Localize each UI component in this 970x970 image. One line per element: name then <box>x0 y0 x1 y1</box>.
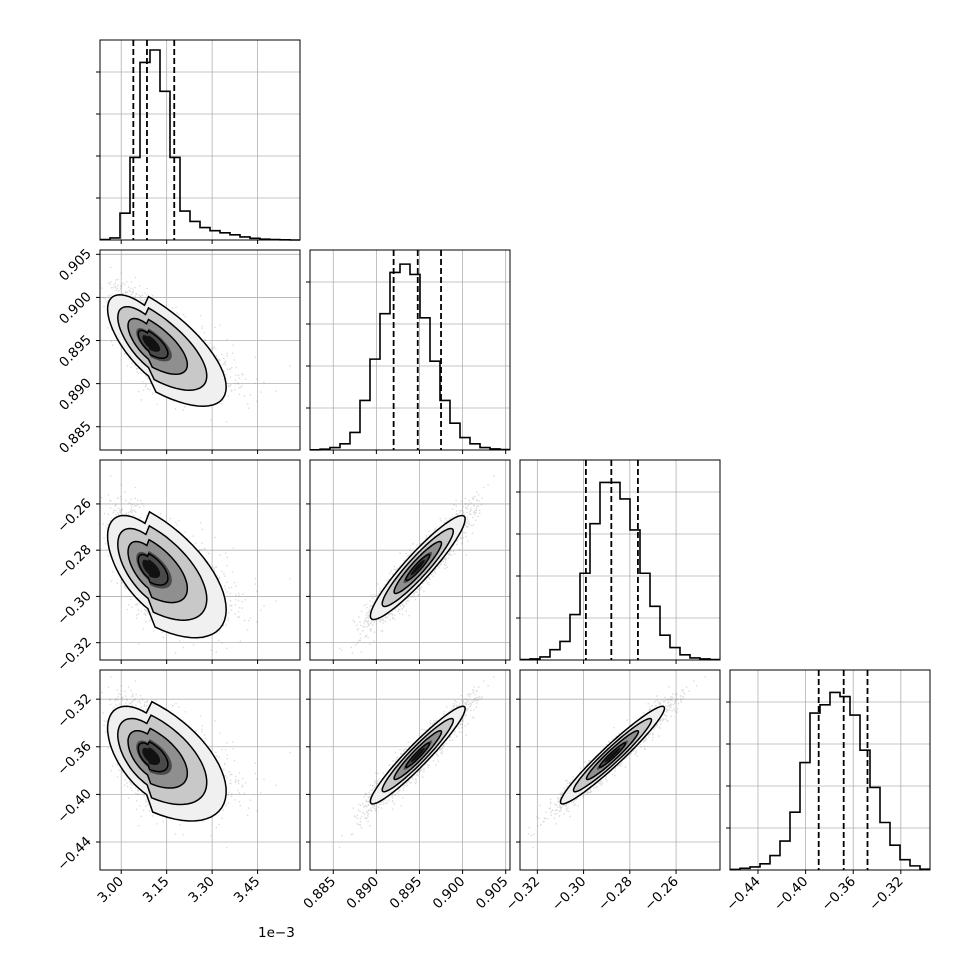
hist-panel-2 <box>306 249 511 454</box>
xtick-label-1-2: 3.15 <box>140 874 173 907</box>
panel-4-2-plot <box>338 676 495 849</box>
panel-2-1-frame <box>99 249 301 451</box>
hist-panel-1 <box>96 39 301 244</box>
ytick-label-4-4: −0.32 <box>54 691 95 732</box>
panel-3-2-frame <box>309 459 511 661</box>
xtick-label-4-2: −0.40 <box>771 874 812 915</box>
contour-2-1-2 <box>127 317 189 375</box>
hist-1-frame <box>99 39 301 241</box>
contour-4-1-3 <box>117 714 208 806</box>
ytick-label-2-1: 0.885 <box>56 418 95 457</box>
panel-3-2 <box>306 459 511 664</box>
ytick-label-4-1: −0.44 <box>54 834 95 875</box>
contour-4-1-1 <box>137 740 169 773</box>
panel-3-2-plot <box>338 475 495 654</box>
xtick-label-2-1: 0.885 <box>300 874 339 913</box>
contour-2-1-1 <box>137 329 169 359</box>
xtick-label-1-3: 3.30 <box>185 874 218 907</box>
panel-4-3-frame <box>519 669 721 871</box>
contour-3-1-2 <box>127 538 189 604</box>
hist-panel-4 <box>726 669 931 874</box>
density-4-2-4 <box>410 747 425 763</box>
contour-3-2-4 <box>369 514 466 621</box>
ytick-label-3-4: −0.26 <box>54 495 95 536</box>
ytick-label-2-2: 0.890 <box>56 375 95 414</box>
panel-3-1-frame <box>99 459 301 661</box>
ytick-label-3-2: −0.30 <box>54 588 95 629</box>
xtick-label-4-1: −0.44 <box>723 874 764 915</box>
panel-2-1-plot <box>100 266 291 423</box>
contour-4-1-2 <box>127 727 189 789</box>
hist-step-4 <box>730 691 930 871</box>
contour-3-2-1 <box>405 553 431 582</box>
panel-4-3-plot <box>527 676 706 849</box>
xtick-label-2-3: 0.895 <box>387 874 426 913</box>
contour-3-1-3 <box>117 524 208 621</box>
x-offset-label: 1e−3 <box>258 925 295 941</box>
contour-3-2-3 <box>381 527 455 608</box>
ytick-label-2-4: 0.900 <box>56 289 95 328</box>
xtick-label-3-2: −0.30 <box>549 874 590 915</box>
panel-4-3 <box>516 669 721 874</box>
panel-2-1 <box>96 249 301 454</box>
contour-4-3-2 <box>585 729 640 781</box>
density-4-3-4 <box>604 747 621 763</box>
xtick-label-4-4: −0.32 <box>866 874 907 915</box>
contour-4-2-1 <box>405 742 431 769</box>
hist-step-1 <box>100 49 300 241</box>
ytick-label-3-3: −0.28 <box>54 542 95 583</box>
xtick-label-1-4: 3.45 <box>231 874 264 907</box>
xtick-label-3-4: −0.26 <box>641 874 682 915</box>
xtick-label-2-2: 0.890 <box>344 874 383 913</box>
contour-4-3-1 <box>598 742 627 769</box>
contour-3-1-1 <box>137 552 169 586</box>
ytick-label-2-3: 0.895 <box>56 332 95 371</box>
panel-4-2-frame <box>309 669 511 871</box>
panel-4-1 <box>96 669 301 874</box>
ytick-label-3-1: −0.32 <box>54 634 95 675</box>
contour-4-2-2 <box>393 729 443 781</box>
density-4-1-4 <box>142 747 161 765</box>
panel-3-1-plot <box>100 475 291 654</box>
contour-4-1-4 <box>106 700 227 822</box>
contour-2-1-4 <box>106 294 227 407</box>
hist-step-3 <box>520 481 720 661</box>
xtick-label-2-4: 0.900 <box>430 874 469 913</box>
xtick-label-4-3: −0.36 <box>818 874 859 915</box>
hist-3-frame <box>519 459 721 661</box>
panel-4-1-frame <box>99 669 301 871</box>
hist-step-2 <box>310 263 510 451</box>
contour-4-2-4 <box>369 705 466 805</box>
ytick-label-4-2: −0.40 <box>54 786 95 827</box>
panel-3-1 <box>96 459 301 664</box>
contour-4-3-3 <box>572 717 653 793</box>
ytick-label-2-5: 0.905 <box>56 246 95 285</box>
ytick-label-4-3: −0.36 <box>54 738 95 779</box>
xtick-label-1-1: 3.00 <box>94 874 127 907</box>
hist-4-frame <box>729 669 931 871</box>
panel-4-1-plot <box>100 676 291 849</box>
contour-2-1-3 <box>117 305 208 391</box>
contour-4-3-4 <box>559 705 666 805</box>
panel-4-2 <box>306 669 511 874</box>
contour-3-1-4 <box>106 510 227 639</box>
xtick-label-3-1: −0.32 <box>503 874 544 915</box>
density-3-1-4 <box>142 559 161 578</box>
contour-4-2-3 <box>381 717 455 793</box>
hist-2-frame <box>309 249 511 451</box>
contour-3-2-2 <box>393 540 443 595</box>
density-3-2-4 <box>410 559 425 576</box>
hist-panel-3 <box>516 459 721 664</box>
xtick-label-3-3: −0.28 <box>595 874 636 915</box>
density-2-1-4 <box>142 335 161 352</box>
